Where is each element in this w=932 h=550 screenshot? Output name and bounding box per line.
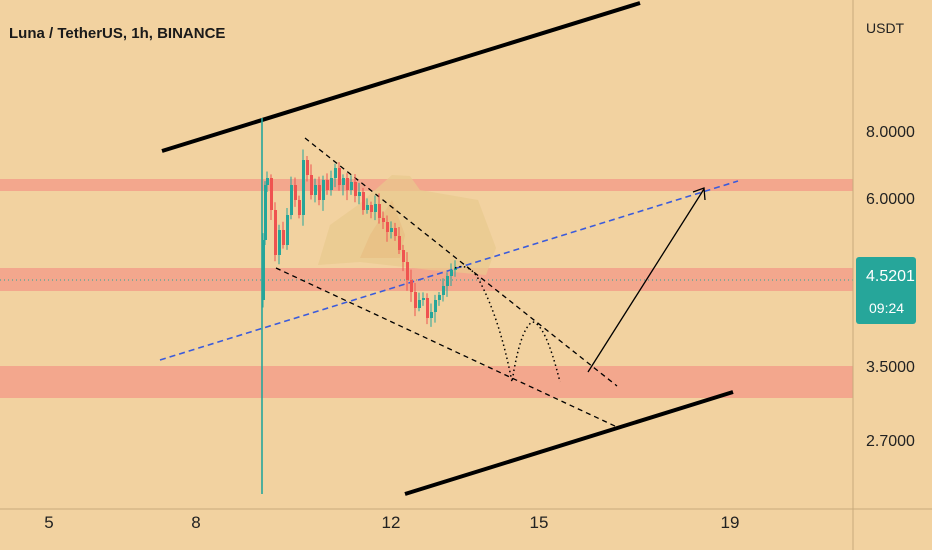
candle-body (326, 180, 329, 190)
candle-body (330, 178, 333, 190)
candle-body (346, 178, 349, 190)
support-zone-lower (0, 366, 853, 398)
candle-body (434, 300, 437, 312)
candle-body (366, 205, 369, 210)
candle-body (410, 280, 413, 292)
candle-body (414, 292, 417, 308)
target-arrow-line (587, 188, 705, 373)
y-tick-label: 3.5000 (866, 359, 915, 376)
resistance-zone-middle (0, 268, 853, 291)
candle-body (438, 295, 441, 300)
candle-body (390, 228, 393, 232)
candle-body (264, 185, 267, 240)
lower-channel-line (404, 390, 734, 496)
x-tick-label: 8 (191, 513, 200, 532)
x-tick-label: 19 (721, 513, 740, 532)
candle-body (406, 262, 409, 280)
wedge-upper-dashed-line (304, 137, 618, 387)
candle-body (338, 168, 341, 185)
candle-body (378, 204, 381, 218)
candle-body (298, 200, 301, 215)
y-axis-unit: USDT (866, 20, 905, 36)
projection-dashed-line (159, 180, 739, 361)
candle-body (350, 182, 353, 190)
candle-body (382, 218, 385, 222)
y-tick-label: 2.7000 (866, 433, 915, 450)
candle-body (306, 160, 309, 175)
candlesticks (261, 118, 457, 494)
last-price-badge (856, 257, 916, 324)
candle-body (314, 185, 317, 195)
candle-body (270, 178, 273, 210)
candle-body (302, 160, 305, 215)
candle-body (278, 230, 281, 255)
candle-body (334, 168, 337, 178)
last-price-label: 4.5201 (866, 268, 915, 285)
candle-body (354, 182, 357, 196)
resistance-zone-upper (0, 179, 853, 191)
candle-body (266, 178, 269, 185)
volume-shading (318, 175, 496, 275)
x-tick-label: 12 (382, 513, 401, 532)
candle-body (362, 192, 365, 210)
candle-body (342, 178, 345, 185)
candle-body (386, 222, 389, 232)
candle-body (374, 204, 377, 212)
volume-shading-inner (360, 200, 405, 258)
candle-body (318, 185, 321, 200)
candle-body (398, 236, 401, 250)
y-tick-label: 6.0000 (866, 191, 915, 208)
candle-body (430, 312, 433, 318)
x-tick-label: 5 (44, 513, 53, 532)
candle-body (358, 192, 361, 196)
candle-body (402, 250, 405, 262)
upper-channel-line (161, 1, 641, 153)
candle-body (450, 270, 453, 276)
candle-body (426, 298, 429, 318)
candle-body (422, 298, 425, 300)
candle-body (262, 240, 265, 300)
candle-body (370, 205, 373, 212)
candle-body (282, 230, 285, 245)
chart-title: Luna / TetherUS, 1h, BINANCE (9, 25, 225, 42)
candle-body (274, 210, 277, 255)
candle-body (442, 286, 445, 295)
candle-body (286, 215, 289, 245)
candle-body (418, 300, 421, 308)
candle-body (322, 180, 325, 200)
candle-body (294, 185, 297, 200)
candle-body (290, 185, 293, 215)
candle-body (394, 228, 397, 236)
candle-body (446, 276, 449, 286)
candle-body (310, 175, 313, 195)
y-tick-label: 8.0000 (866, 124, 915, 141)
candle-body (454, 268, 457, 270)
target-arrow-head-icon (692, 187, 706, 201)
candle-countdown-label: 09:24 (869, 300, 904, 316)
x-tick-label: 15 (530, 513, 549, 532)
